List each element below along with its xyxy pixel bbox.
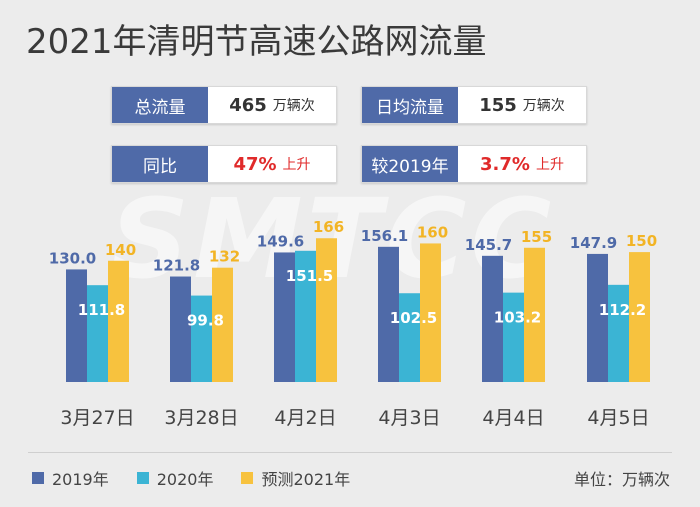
bar-1-2 xyxy=(295,250,316,382)
legend-item-2020: 2020年 xyxy=(136,466,214,490)
stat-value: 155 xyxy=(479,94,517,116)
value-label-1-2: 151.5 xyxy=(286,267,333,285)
value-label-2-3: 160 xyxy=(417,223,448,241)
category-label-0: 3月27日 xyxy=(60,407,134,429)
value-label-0-1: 121.8 xyxy=(153,257,200,275)
stat-unit: 上升 xyxy=(535,157,564,173)
stat-card-total: 总流量 465 万辆次 xyxy=(111,86,337,124)
bar-1-5 xyxy=(608,284,629,382)
stat-card-vs2019: 较2019年 3.7% 上升 xyxy=(361,145,587,183)
stat-unit: 万辆次 xyxy=(522,98,565,114)
value-label-0-0: 130.0 xyxy=(49,249,96,267)
stat-unit: 万辆次 xyxy=(272,98,315,114)
legend-label: 预测2021年 xyxy=(261,470,351,489)
value-label-2-1: 132 xyxy=(209,248,240,266)
chart-title: 2021年清明节高速公路网流量 xyxy=(26,22,487,62)
value-label-0-2: 149.6 xyxy=(257,232,304,250)
stat-unit: 上升 xyxy=(282,157,311,173)
bar-1-0 xyxy=(87,285,108,382)
value-label-1-0: 111.8 xyxy=(78,301,125,319)
stat-card-yoy: 同比 47% 上升 xyxy=(111,145,337,183)
category-label-2: 4月2日 xyxy=(274,407,336,429)
stat-label: 总流量 xyxy=(112,87,208,123)
value-label-2-5: 150 xyxy=(626,232,657,250)
divider xyxy=(28,452,672,453)
value-label-2-0: 140 xyxy=(105,241,136,259)
bar-0-4 xyxy=(482,255,503,382)
bar-0-2 xyxy=(274,252,295,382)
stat-label: 同比 xyxy=(112,146,208,182)
value-label-0-4: 145.7 xyxy=(465,236,512,254)
stat-value: 465 xyxy=(229,94,267,116)
stat-label: 较2019年 xyxy=(362,146,458,182)
bar-0-5 xyxy=(587,253,608,382)
bar-1-4 xyxy=(503,292,524,382)
bar-2-4 xyxy=(524,247,545,382)
legend-label: 2019年 xyxy=(52,470,109,489)
bar-2-0 xyxy=(108,260,129,382)
stat-value: 47% xyxy=(233,153,277,175)
category-label-1: 3月28日 xyxy=(164,407,238,429)
legend-swatch xyxy=(32,472,44,484)
category-label-3: 4月3日 xyxy=(378,407,440,429)
value-label-2-4: 155 xyxy=(521,228,552,246)
legend-swatch xyxy=(241,472,254,484)
legend-swatch xyxy=(136,472,149,484)
bar-2-2 xyxy=(316,238,337,382)
category-label-5: 4月5日 xyxy=(587,407,649,429)
stat-label: 日均流量 xyxy=(362,87,458,123)
legend-item-2021: 预测2021年 xyxy=(241,466,350,490)
value-label-0-3: 156.1 xyxy=(361,227,408,245)
value-label-2-2: 166 xyxy=(313,218,344,236)
unit-note: 单位：万辆次 xyxy=(573,470,670,489)
category-label-4: 4月4日 xyxy=(482,407,544,429)
bar-1-3 xyxy=(399,293,420,382)
bar-2-3 xyxy=(420,243,441,382)
bar-0-3 xyxy=(378,246,399,382)
legend-item-2019: 2019年 xyxy=(32,466,109,490)
bar-2-1 xyxy=(212,267,233,382)
bar-1-1 xyxy=(191,295,212,382)
stat-value: 3.7% xyxy=(480,153,530,175)
value-label-0-5: 147.9 xyxy=(570,234,617,252)
bar-0-1 xyxy=(170,276,191,382)
bar-0-0 xyxy=(66,269,87,382)
value-label-1-1: 99.8 xyxy=(187,312,224,330)
value-label-1-5: 112.2 xyxy=(599,301,646,319)
legend: 2019年 2020年 预测2021年 xyxy=(32,466,378,490)
value-label-1-4: 103.2 xyxy=(494,309,541,327)
bar-2-5 xyxy=(629,252,650,382)
stat-card-daily: 日均流量 155 万辆次 xyxy=(361,86,587,124)
value-label-1-3: 102.5 xyxy=(390,309,437,327)
legend-label: 2020年 xyxy=(156,470,214,489)
